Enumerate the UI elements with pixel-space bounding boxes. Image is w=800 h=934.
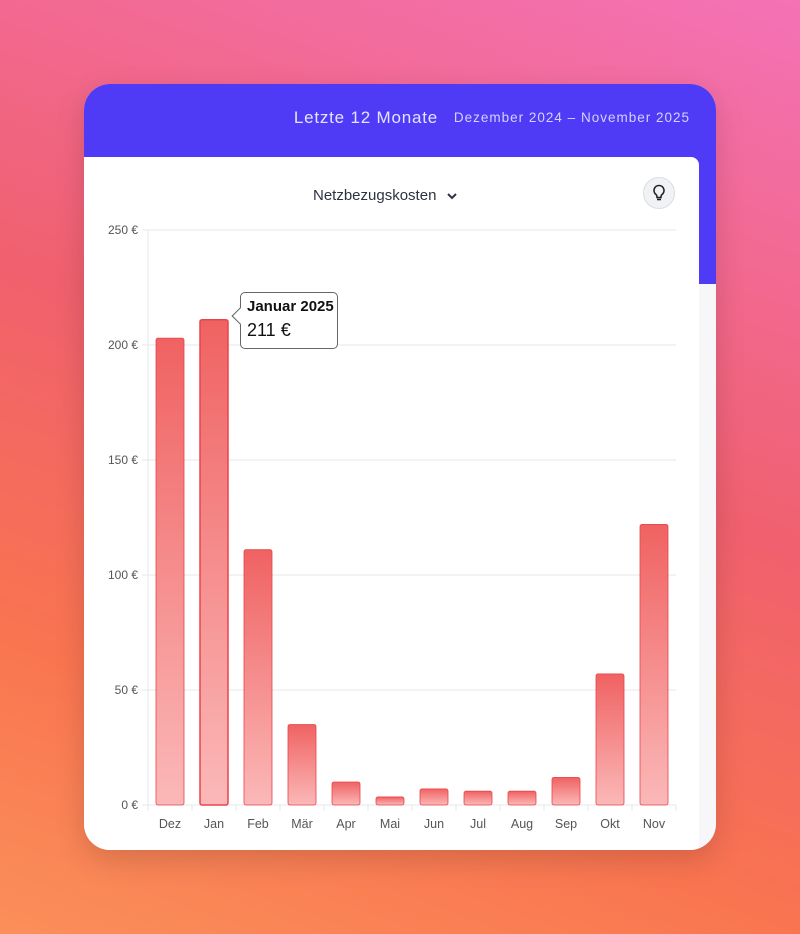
period-title: Letzte 12 Monate [293,108,438,127]
energy-cost-card: Letzte 12 Monate Dezember 2024 – Novembe… [84,84,716,850]
x-tick-label: Sep [555,817,577,831]
bar-Jun[interactable] [419,788,449,806]
x-tick-label: Jul [470,817,486,831]
bar-Nov[interactable] [639,523,669,806]
x-tick-label: Mär [291,817,313,831]
hint-button[interactable] [643,177,675,209]
bar-Mai[interactable] [375,796,405,806]
y-tick-label: 250 € [108,223,138,237]
metric-dropdown-label: Netzbezugskosten [313,187,437,204]
x-tick-label: Feb [247,817,269,831]
x-tick-label: Okt [600,817,620,831]
tooltip-value: 211 € [247,320,291,340]
bar-chart: 0 € 50 € 100 € 150 € 200 € 250 € Dez Jan Feb Mär A… [108,223,677,831]
tooltip-title: Januar 2025 [247,298,334,315]
bar-Dez[interactable] [155,337,185,806]
y-tick-label: 100 € [108,568,138,582]
period-range: Dezember 2024 – November 2025 [453,110,690,125]
chart-panel: Netzbezugskosten 0 € 50 € 100 € 150 € 200 € 2… [84,157,699,850]
bar-Mär[interactable] [287,724,317,806]
x-tick-label: Apr [336,817,355,831]
bar-Okt[interactable] [595,673,625,806]
bar-Feb[interactable] [243,549,273,806]
lightbulb-icon [653,184,665,201]
bar-Sep[interactable] [551,777,581,806]
x-tick-label: Jan [204,817,224,831]
y-tick-label: 150 € [108,453,138,467]
y-tick-label: 50 € [115,683,139,697]
x-tick-label: Aug [511,817,533,831]
chart-tooltip: Januar 2025 211 € [240,292,338,349]
y-tick-label: 200 € [108,338,138,352]
y-tick-label: 0 € [121,798,138,812]
x-tick-label: Nov [643,817,666,831]
bar-Aug[interactable] [507,790,537,806]
x-tick-label: Jun [424,817,444,831]
bar-Jan[interactable] [199,318,229,806]
bar-Jul[interactable] [463,790,493,806]
x-tick-label: Mai [380,817,400,831]
metric-dropdown[interactable]: Netzbezugskosten [313,187,458,204]
x-tick-label: Dez [159,817,181,831]
chevron-down-icon [447,192,458,199]
bar-Apr[interactable] [331,781,361,806]
